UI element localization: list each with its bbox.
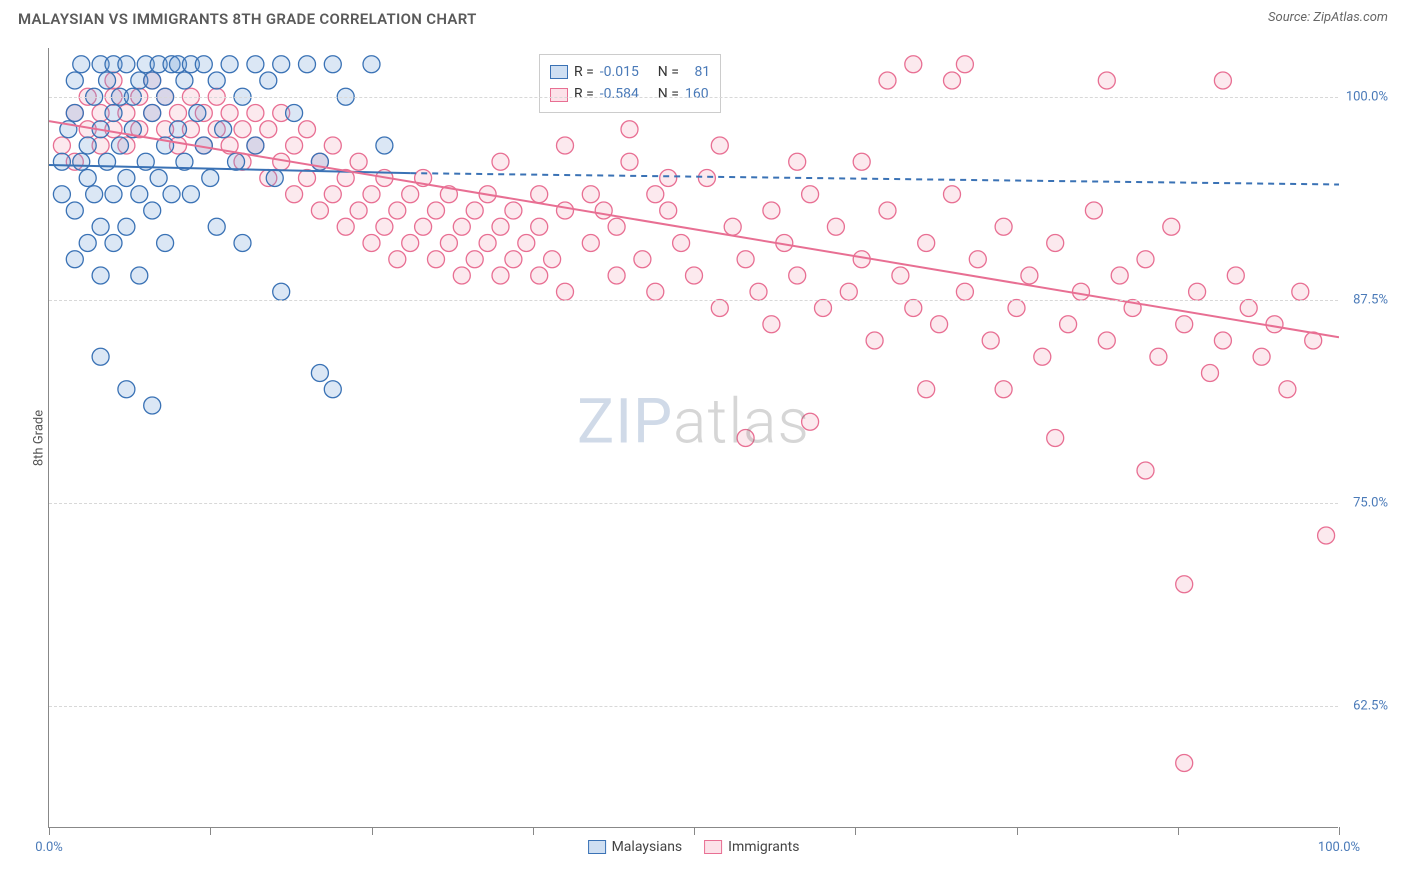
stat-r-label-2: R = bbox=[574, 83, 594, 105]
swatch-malaysians bbox=[550, 65, 568, 79]
y-axis-label: 8th Grade bbox=[32, 409, 47, 465]
x-tick-label: 0.0% bbox=[35, 840, 63, 855]
chart-title: MALAYSIAN VS IMMIGRANTS 8TH GRADE CORREL… bbox=[18, 10, 477, 28]
plot-area: 8th Grade ZIPatlas R = -0.015 N = 81 R =… bbox=[48, 48, 1338, 828]
legend-item-immigrants: Immigrants bbox=[704, 839, 799, 855]
source-attribution: Source: ZipAtlas.com bbox=[1268, 10, 1388, 25]
stat-n-immigrants: 160 bbox=[685, 83, 709, 105]
stats-legend: R = -0.015 N = 81 R = -0.584 N = 160 bbox=[539, 54, 721, 113]
legend-swatch-immigrants bbox=[704, 840, 722, 854]
stat-n-malaysians: 81 bbox=[694, 61, 710, 83]
chart-svg bbox=[49, 48, 1339, 828]
stat-r-label: R = bbox=[574, 61, 594, 83]
stat-n-label-2: N = bbox=[658, 83, 679, 105]
y-tick-label: 100.0% bbox=[1340, 89, 1388, 104]
stats-row-immigrants: R = -0.584 N = 160 bbox=[550, 83, 710, 105]
y-tick-label: 87.5% bbox=[1340, 292, 1388, 307]
stat-n-label: N = bbox=[658, 61, 679, 83]
x-tick-label: 100.0% bbox=[1318, 840, 1360, 855]
bottom-legend: Malaysians Immigrants bbox=[588, 839, 800, 855]
y-tick-label: 62.5% bbox=[1340, 699, 1388, 714]
legend-label-malaysians: Malaysians bbox=[612, 839, 683, 855]
legend-item-malaysians: Malaysians bbox=[588, 839, 683, 855]
y-tick-label: 75.0% bbox=[1340, 496, 1388, 511]
stats-row-malaysians: R = -0.015 N = 81 bbox=[550, 61, 710, 83]
stat-r-malaysians: -0.015 bbox=[600, 61, 639, 83]
stat-r-immigrants: -0.584 bbox=[600, 83, 639, 105]
legend-label-immigrants: Immigrants bbox=[728, 839, 799, 855]
legend-swatch-malaysians bbox=[588, 840, 606, 854]
swatch-immigrants bbox=[550, 88, 568, 102]
